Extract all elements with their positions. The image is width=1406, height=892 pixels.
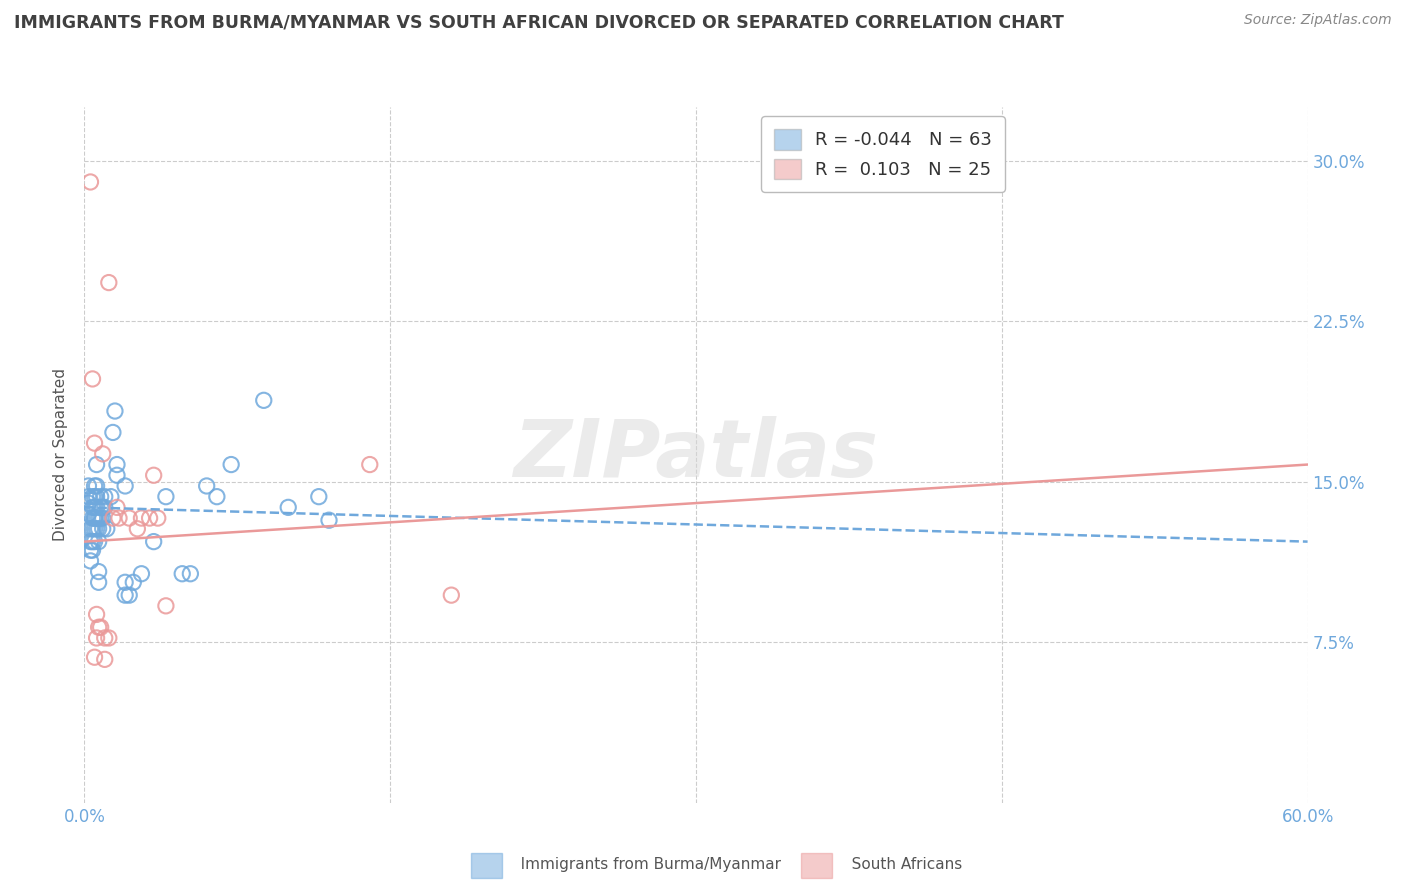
Point (87, 620, 110, 634)
Point (96, 522, 118, 536)
Point (82, 522, 104, 536)
Point (87, 522, 110, 536)
Point (86, 479, 108, 493)
Point (101, 425, 124, 440)
Point (195, 479, 218, 493)
Point (172, 566, 194, 581)
Point (87, 534, 110, 549)
Point (440, 588, 463, 602)
Point (86, 500, 108, 515)
Point (138, 511, 160, 525)
Point (91, 500, 114, 515)
Point (82, 372, 104, 386)
Point (179, 566, 201, 581)
Point (83, 500, 105, 515)
Point (83, 479, 105, 493)
Point (86, 607, 108, 622)
Point (122, 575, 145, 590)
Point (93, 631, 117, 645)
Point (155, 490, 177, 504)
Point (83, 436, 105, 450)
Point (105, 500, 128, 515)
Point (82, 511, 104, 525)
Point (93, 500, 117, 515)
Point (105, 468, 128, 483)
Point (77, 496, 100, 510)
Point (97, 276, 120, 290)
Point (155, 599, 177, 613)
Point (77, 507, 100, 521)
Point (87, 511, 110, 525)
Y-axis label: Divorced or Separated: Divorced or Separated (53, 368, 69, 541)
Point (83, 511, 105, 525)
Point (87, 575, 110, 590)
Point (83, 490, 105, 504)
Text: ZIPatlas: ZIPatlas (513, 416, 879, 494)
Point (86, 631, 108, 645)
Point (108, 511, 131, 525)
Point (131, 566, 153, 581)
Legend: R = -0.044   N = 63, R =  0.103   N = 25: R = -0.044 N = 63, R = 0.103 N = 25 (761, 116, 1005, 192)
Point (97, 631, 120, 645)
Point (318, 513, 340, 527)
Point (127, 522, 149, 536)
Text: IMMIGRANTS FROM BURMA/MYANMAR VS SOUTH AFRICAN DIVORCED OR SEPARATED CORRELATION: IMMIGRANTS FROM BURMA/MYANMAR VS SOUTH A… (14, 13, 1064, 31)
Text: Immigrants from Burma/Myanmar: Immigrants from Burma/Myanmar (506, 857, 782, 872)
Point (79, 543, 101, 558)
Point (114, 588, 136, 602)
Point (253, 393, 276, 408)
Point (79, 554, 101, 568)
Point (118, 511, 141, 525)
Point (86, 490, 108, 504)
Point (105, 458, 128, 472)
Point (77, 479, 100, 493)
Point (83, 534, 105, 549)
Point (87, 565, 110, 579)
Point (146, 511, 169, 525)
Point (82, 490, 104, 504)
Point (83, 650, 105, 665)
Point (82, 500, 104, 515)
Point (219, 458, 242, 472)
Point (205, 490, 228, 504)
Text: Source: ZipAtlas.com: Source: ZipAtlas.com (1244, 13, 1392, 28)
Point (91, 511, 114, 525)
Point (90, 511, 112, 525)
Point (308, 490, 330, 504)
Point (142, 534, 165, 549)
Point (100, 490, 122, 504)
Point (86, 522, 108, 536)
Point (86, 458, 108, 472)
Point (114, 575, 136, 590)
Point (114, 479, 136, 493)
Point (91, 522, 114, 536)
Point (83, 522, 105, 536)
Point (142, 468, 165, 483)
Point (91, 447, 114, 461)
Point (86, 511, 108, 525)
Point (277, 500, 299, 515)
Point (79, 175, 101, 189)
Point (77, 490, 100, 504)
Point (90, 620, 112, 634)
Point (101, 511, 124, 525)
Point (104, 404, 127, 418)
Point (131, 511, 153, 525)
Point (82, 543, 104, 558)
Point (93, 490, 117, 504)
Text: South Africans: South Africans (837, 857, 962, 872)
Point (90, 500, 112, 515)
Point (90, 490, 112, 504)
Point (93, 652, 117, 666)
Point (359, 458, 381, 472)
Point (79, 534, 101, 549)
Point (118, 588, 141, 602)
Point (82, 534, 104, 549)
Point (79, 522, 101, 536)
Point (83, 511, 105, 525)
